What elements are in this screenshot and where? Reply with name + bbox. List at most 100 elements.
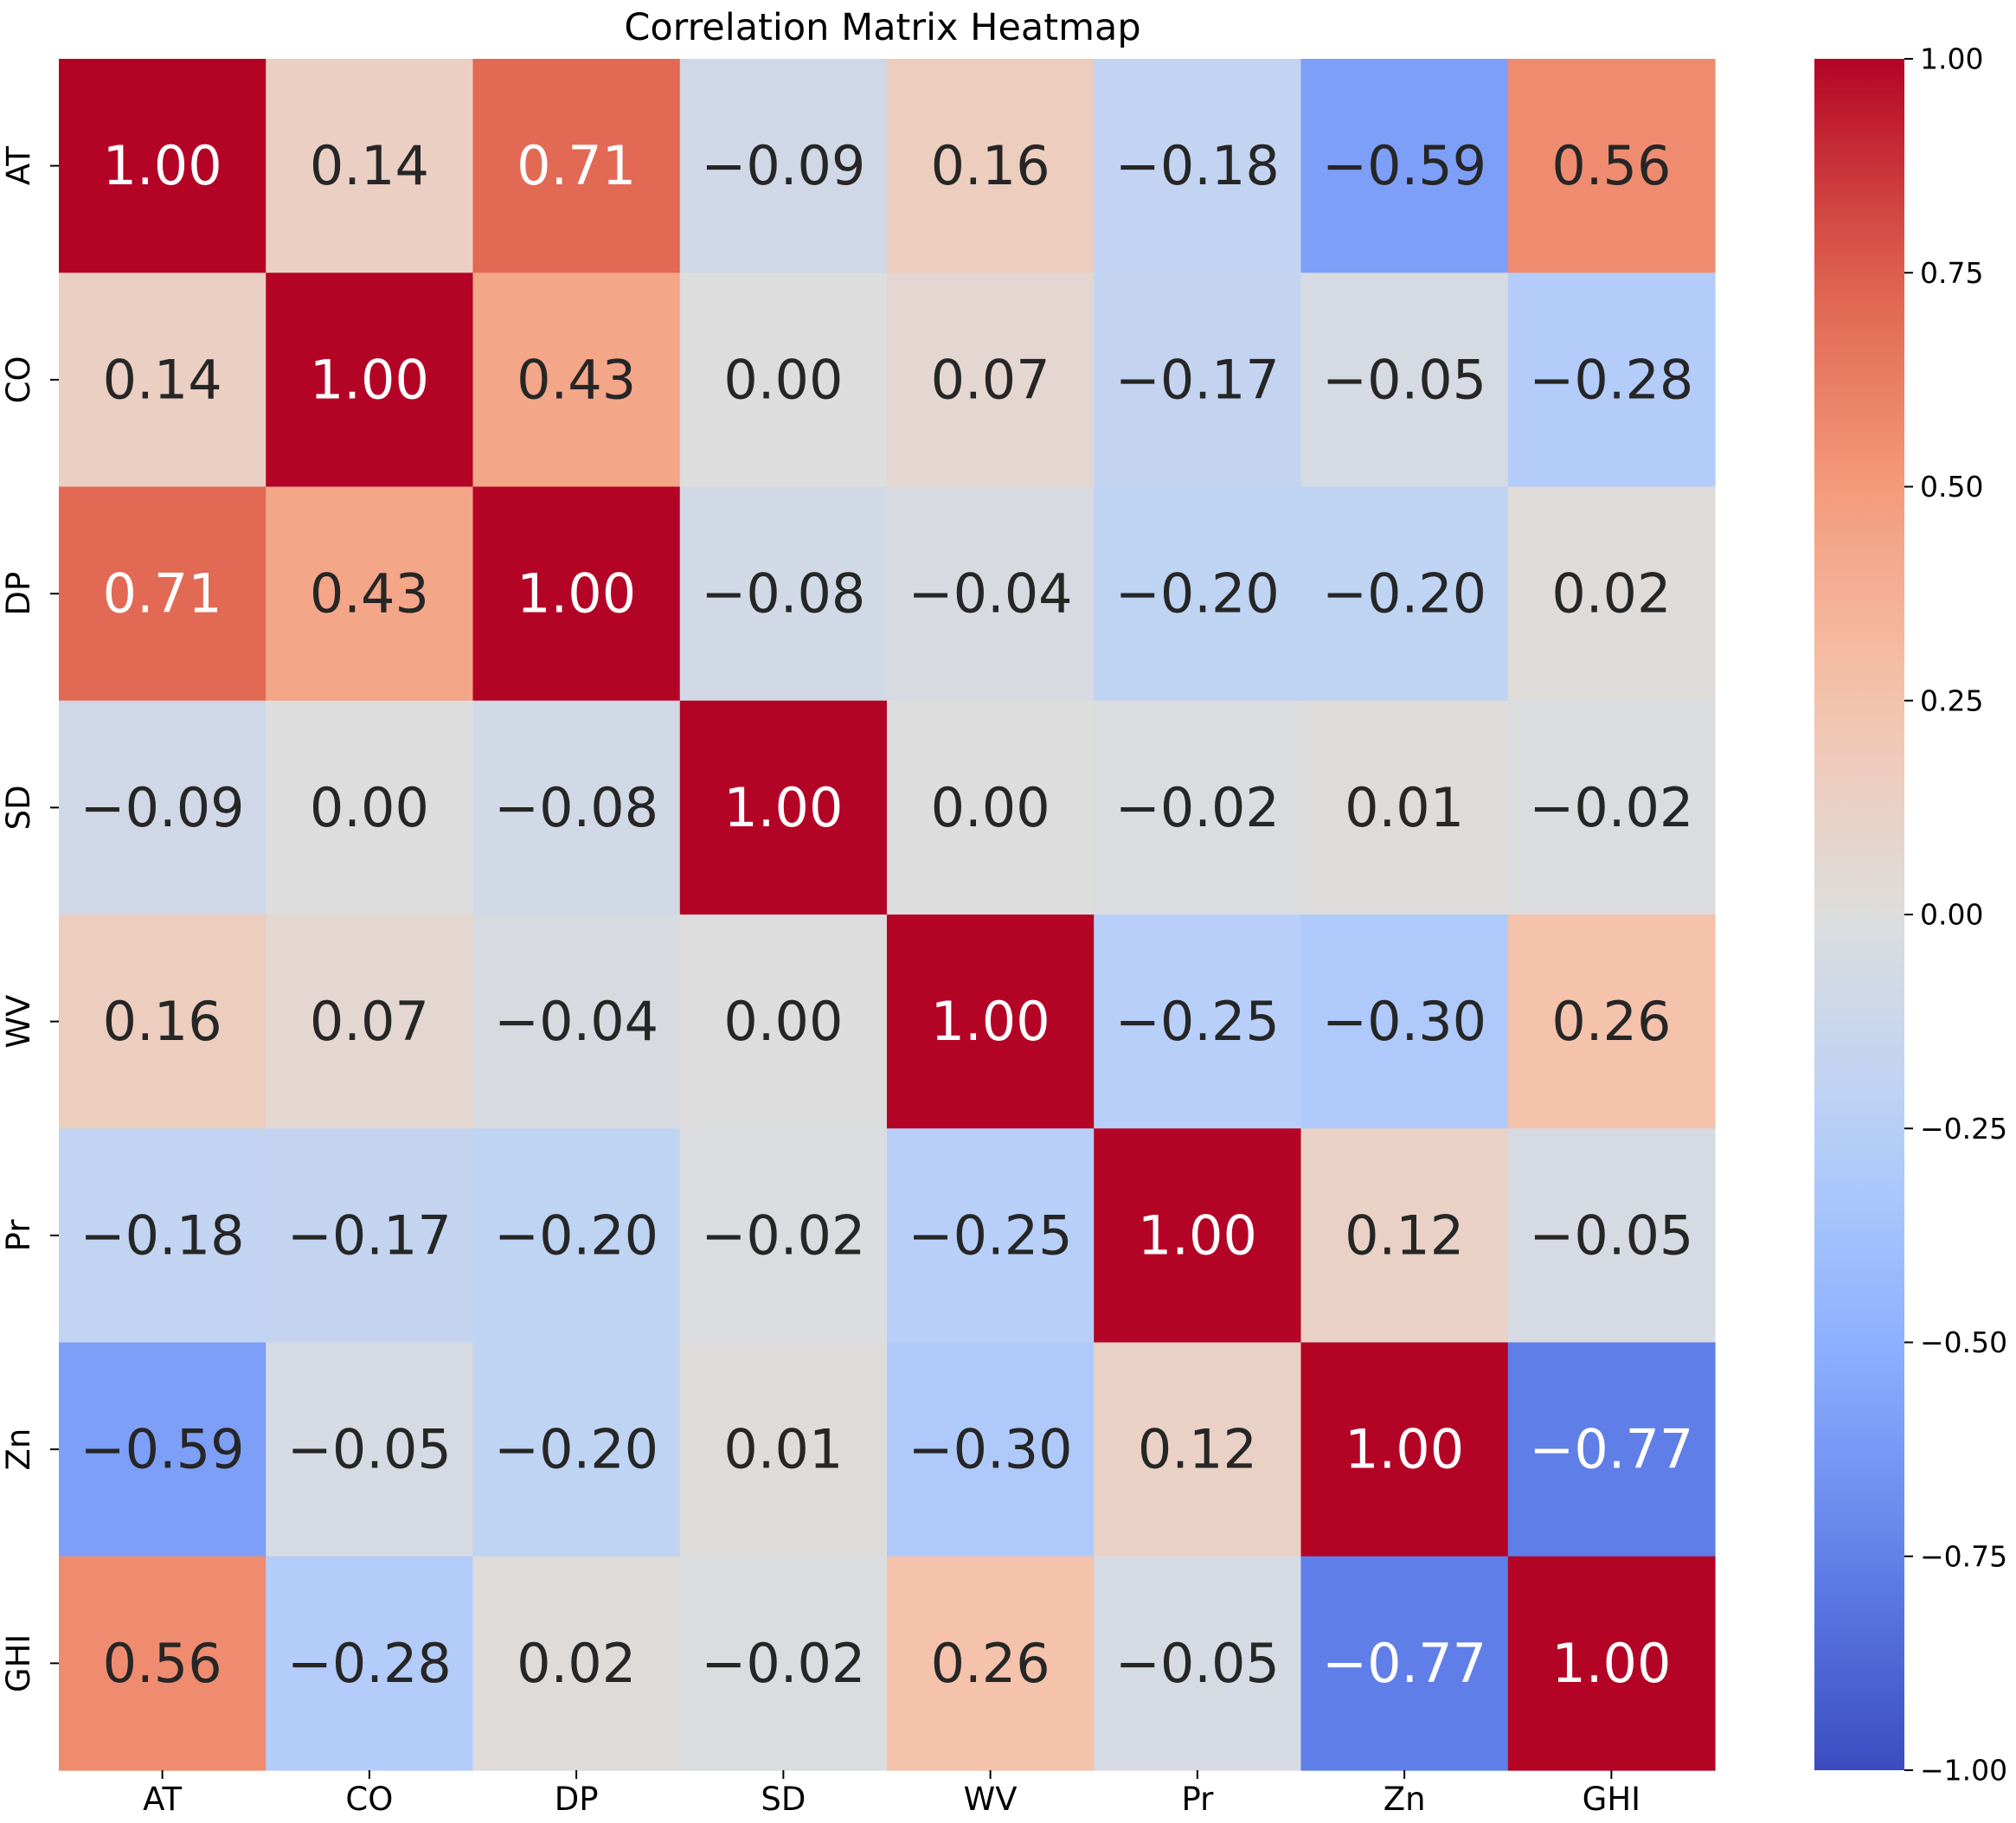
colorbar-tick-label: 0.50 [1920,470,1983,504]
heatmap-cell [887,1556,1095,1771]
cell-value-label: −0.18 [80,1204,245,1267]
heatmap-cell [266,1128,474,1344]
heatmap-cell [1507,1342,1716,1557]
cell-value-label: 0.26 [931,1632,1050,1695]
heatmap-cell [679,59,888,273]
heatmap-cell [679,700,888,915]
heatmap-cell [266,486,474,702]
heatmap-cell [1300,915,1509,1129]
cell-value-label: 1.00 [517,562,636,626]
heatmap-cell [1300,273,1509,488]
heatmap-cell [266,700,474,915]
heatmap-cell [1507,486,1716,702]
x-tick-label: CO [345,1781,393,1818]
heatmap-cell [1300,1342,1509,1557]
cell-value-label: −0.05 [1322,348,1486,411]
heatmap-cell [887,700,1095,915]
cell-value-label: −0.28 [1529,348,1693,411]
cell-value-label: 0.07 [310,990,429,1053]
y-tick-label: CO [0,356,37,403]
heatmap-cell [472,1128,681,1344]
colorbar-tick-label: −0.25 [1920,1112,2007,1146]
cell-value-label: −0.02 [1529,776,1693,839]
colorbar-tick-label: 1.00 [1920,42,1983,76]
heatmap-cell [472,915,681,1129]
x-axis: AT CO DP SD WV Pr Zn GHI [143,1770,1640,1818]
heatmap-cell [59,486,266,702]
heatmap-cell [266,1556,474,1771]
heatmap-cell [1507,1128,1716,1344]
colorbar-tick-label: 0.25 [1920,684,1983,717]
cell-value-label: 0.16 [931,134,1050,197]
cell-value-label: −0.30 [908,1418,1073,1481]
heatmap-cell [266,915,474,1129]
heatmap-cell [472,1342,681,1557]
cell-value-label: −0.30 [1322,990,1486,1053]
y-tick-label: Zn [0,1428,37,1471]
heatmap-cell [266,1342,474,1557]
cell-value-label: −0.05 [1115,1632,1280,1695]
cell-value-label: 1.00 [1551,1632,1671,1695]
cell-value-label: −0.59 [1322,134,1486,197]
heatmap-cell [472,273,681,488]
heatmap-cell [887,486,1095,702]
cell-value-label: 1.00 [931,990,1050,1053]
cell-value-label: 1.00 [723,776,843,839]
heatmap-cell [472,486,681,702]
x-tick-label: GHI [1583,1781,1640,1818]
y-tick-label: WV [0,995,37,1049]
colorbar-tick-label: −0.50 [1920,1326,2007,1359]
cell-value-label: 0.56 [1551,134,1671,197]
cell-value-label: 0.12 [1138,1418,1257,1481]
heatmap-cell [59,915,266,1129]
cell-value-label: −0.09 [701,134,865,197]
heatmap-cell [1094,486,1302,702]
cell-value-label: −0.05 [287,1418,452,1481]
heatmap-cells: 1.00 0.14 0.71 −0.09 0.16 −0.18 −0.59 0.56 0.14 1… [59,59,1716,1771]
cell-value-label: 0.26 [1551,990,1671,1053]
colorbar-tick-label: 0.00 [1920,898,1983,932]
heatmap-cell [1094,1128,1302,1344]
y-tick-label: SD [0,785,37,830]
heatmap-cell [679,1128,888,1344]
cell-value-label: −0.08 [494,776,658,839]
cell-value-label: −0.02 [1115,776,1280,839]
cell-value-label: 0.71 [103,562,222,626]
cell-value-label: −0.20 [494,1418,658,1481]
cell-value-label: 0.56 [103,1632,222,1695]
heatmap-cell [887,1128,1095,1344]
heatmap-cell [472,700,681,915]
heatmap-cell [887,59,1095,273]
heatmap-cell [1507,700,1716,915]
x-tick-label: DP [555,1781,599,1818]
chart-title: Correlation Matrix Heatmap [624,6,1140,49]
heatmap-cell [1300,700,1509,915]
heatmap-cell [1094,1342,1302,1557]
cell-value-label: 0.02 [517,1632,636,1695]
cell-value-label: 0.00 [310,776,429,839]
cell-value-label: 0.00 [931,776,1050,839]
x-tick-label: AT [143,1781,182,1818]
colorbar: 1.00 0.75 0.50 0.25 0.00 −0.25 −0.50 −0.75 −1.00 [1814,42,2007,1788]
cell-value-label: −0.05 [1529,1204,1693,1267]
cell-value-label: 0.01 [723,1418,843,1481]
cell-value-label: −0.17 [287,1204,452,1267]
cell-value-label: 0.71 [517,134,636,197]
cell-value-label: −0.28 [287,1632,452,1695]
cell-value-label: −0.25 [908,1204,1073,1267]
colorbar-gradient [1814,59,1904,1770]
cell-value-label: −0.59 [80,1418,245,1481]
cell-value-label: 0.14 [103,348,222,411]
cell-value-label: 0.14 [310,134,429,197]
heatmap-cell [59,59,266,273]
heatmap-cell [266,273,474,488]
cell-value-label: −0.20 [1115,562,1280,626]
cell-value-label: 1.00 [1345,1418,1464,1481]
cell-value-label: 0.07 [931,348,1050,411]
colorbar-ticks: 1.00 0.75 0.50 0.25 0.00 −0.25 −0.50 −0.75 −1.00 [1904,42,2007,1788]
heatmap-cell [1507,915,1716,1129]
heatmap-cell [1094,915,1302,1129]
heatmap-cell [1094,700,1302,915]
heatmap-cell [59,1128,266,1344]
heatmap-cell [887,1342,1095,1557]
